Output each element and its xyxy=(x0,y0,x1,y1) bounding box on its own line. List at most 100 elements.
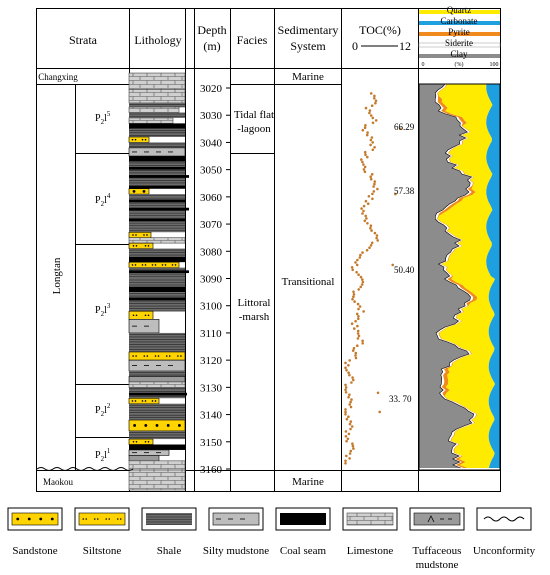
legend-label: Sandstone xyxy=(12,545,57,557)
member-labels: P2l5 P2l4 P2l3 P2l2 P2l1 xyxy=(95,110,111,463)
toc-point xyxy=(362,310,365,313)
toc-point xyxy=(370,173,374,176)
depth-tick-label: 3160 xyxy=(200,464,223,476)
toc-point xyxy=(371,148,375,152)
toc-point xyxy=(369,143,372,147)
toc-point xyxy=(351,268,355,272)
depth-tick-label: 3070 xyxy=(200,219,223,231)
facies-tidal-1: Tidal flat xyxy=(234,109,274,121)
mineral-band xyxy=(437,84,478,468)
toc-point xyxy=(373,97,376,100)
toc-point xyxy=(356,258,359,262)
toc-point xyxy=(350,266,354,269)
mineral-band xyxy=(435,84,477,468)
toc-point xyxy=(357,334,361,338)
toc-point xyxy=(369,224,373,227)
legend-item-silty: Silty mudstone xyxy=(203,507,269,557)
toc-point xyxy=(375,236,378,240)
facies-tidal-2: -lagoon xyxy=(237,123,271,135)
mineral-band xyxy=(419,84,474,468)
toc-point xyxy=(366,222,369,225)
toc-point xyxy=(348,452,352,455)
toc-point xyxy=(371,192,374,196)
toc-point xyxy=(344,413,347,416)
toc-point xyxy=(344,366,347,370)
mineral-swatch xyxy=(419,54,500,58)
toc-point xyxy=(356,337,360,340)
mineral-swatch xyxy=(419,21,500,25)
toc-point xyxy=(364,214,368,218)
mineral-swatch xyxy=(419,32,500,36)
toc-point xyxy=(366,202,370,205)
mineral-band xyxy=(486,84,500,468)
header-strata: Strata xyxy=(69,33,98,47)
depth-tick-label: 3130 xyxy=(200,382,223,394)
toc-point xyxy=(354,261,357,264)
toc-point xyxy=(349,420,353,423)
header-toc: TOC(%) xyxy=(359,23,401,37)
toc-point xyxy=(353,300,356,303)
toc-point xyxy=(347,432,351,436)
member-label: P2l4 xyxy=(95,192,111,208)
toc-point xyxy=(344,435,348,438)
toc-point xyxy=(361,339,364,343)
toc-point xyxy=(399,127,402,131)
sed-system-marine-bottom: Marine xyxy=(292,476,324,488)
toc-point xyxy=(353,327,356,330)
toc-point xyxy=(352,295,355,299)
toc-point xyxy=(348,403,352,406)
toc-point xyxy=(344,410,347,414)
facies-littoral-2: -marsh xyxy=(239,311,270,323)
facies-littoral-1: Littoral xyxy=(238,297,271,309)
toc-point xyxy=(345,439,348,443)
toc-point xyxy=(351,444,355,448)
toc-point xyxy=(368,111,371,115)
toc-point xyxy=(350,322,354,326)
toc-scale-max: 12 xyxy=(399,39,411,53)
facies-column: Tidal flat -lagoon Littoral -marsh xyxy=(234,109,274,323)
legend-label-line2: mudstone xyxy=(416,559,459,571)
header-lithology: Lithology xyxy=(134,33,181,47)
toc-point xyxy=(349,427,352,431)
toc-point xyxy=(365,217,368,220)
strata-column: Changxing Longtan Maokou xyxy=(38,72,78,487)
toc-point xyxy=(369,175,373,178)
toc-point xyxy=(344,361,347,365)
toc-point xyxy=(355,312,359,316)
toc-point xyxy=(360,207,363,210)
toc-point xyxy=(373,146,376,149)
toc-point xyxy=(349,405,353,409)
toc-point xyxy=(356,302,360,306)
toc-point xyxy=(361,278,364,281)
toc-point xyxy=(357,273,360,277)
toc-point xyxy=(352,447,355,450)
toc-point xyxy=(376,239,380,242)
toc-point xyxy=(348,359,352,362)
toc-point xyxy=(375,234,379,237)
depth-axis: 3020 3030 3040 3050 3060 3070 3080 3090 3100 3110… xyxy=(200,83,230,476)
depth-tick-label: 3090 xyxy=(200,274,223,286)
toc-point xyxy=(363,170,367,174)
mineral-swatch xyxy=(419,10,500,14)
toc-point xyxy=(347,395,350,399)
toc-point xyxy=(369,114,373,117)
depth-tick-label: 3060 xyxy=(200,192,223,204)
toc-point xyxy=(361,128,365,132)
toc-point xyxy=(391,263,395,267)
header-sed-system-2: System xyxy=(290,39,326,53)
unconformity-line xyxy=(36,467,134,471)
toc-point xyxy=(370,229,373,232)
legend-label: Silty mudstone xyxy=(203,545,269,557)
toc-point xyxy=(355,263,359,267)
depth-tick-label: 3110 xyxy=(200,328,222,340)
toc-point xyxy=(374,99,378,103)
toc-point xyxy=(371,116,375,120)
toc-point xyxy=(369,92,373,95)
toc-point xyxy=(344,386,348,389)
toc-point xyxy=(365,133,369,137)
toc-point xyxy=(362,163,365,166)
toc-point xyxy=(357,315,360,318)
toc-point xyxy=(359,275,363,279)
toc-point xyxy=(366,131,369,134)
